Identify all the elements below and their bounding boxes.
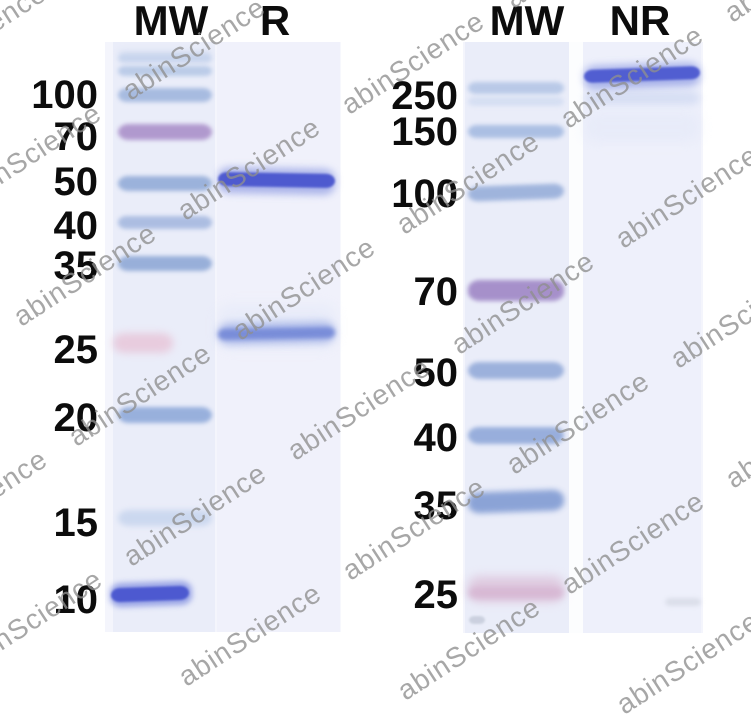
protein-band xyxy=(118,176,212,191)
protein-band xyxy=(584,112,700,142)
nr-sample-lane-strip xyxy=(583,42,701,633)
mw-marker-label: 50 xyxy=(413,351,459,395)
mw-marker-label: 10 xyxy=(53,578,99,622)
mw-marker-label: 150 xyxy=(391,110,458,154)
mw-marker-label: 40 xyxy=(413,416,459,460)
protein-band xyxy=(217,326,336,341)
watermark-text: abinScience xyxy=(719,379,751,495)
mw-ladder-lane-strip xyxy=(465,42,569,633)
mw-marker-label: 15 xyxy=(53,501,99,545)
protein-band xyxy=(469,616,485,624)
gel-photo-reduced xyxy=(105,42,341,632)
protein-band xyxy=(217,171,336,189)
lane-header-mw-left: MW xyxy=(133,0,209,44)
protein-band xyxy=(468,427,564,444)
mw-marker-label: 100 xyxy=(391,172,458,216)
mw-marker-label: 50 xyxy=(53,160,99,204)
protein-band xyxy=(118,256,212,271)
protein-band xyxy=(110,585,190,603)
protein-band xyxy=(467,489,565,514)
mw-marker-label: 250 xyxy=(391,74,458,118)
lane-header-r: R xyxy=(259,0,291,44)
protein-band xyxy=(468,587,564,599)
protein-band xyxy=(118,88,212,102)
mw-marker-label: 40 xyxy=(53,204,99,248)
protein-band xyxy=(468,97,564,106)
protein-band xyxy=(118,407,212,423)
protein-band xyxy=(118,66,212,76)
mw-marker-labels-left: 100 70 50 40 35 25 20 15 10 xyxy=(0,0,98,678)
protein-band xyxy=(584,91,700,105)
mw-marker-label: 35 xyxy=(413,484,459,528)
protein-band xyxy=(468,125,564,138)
protein-band xyxy=(118,54,212,63)
lane-header-mw-right: MW xyxy=(489,0,565,44)
gap-strip-strip xyxy=(569,42,583,633)
protein-band xyxy=(113,333,173,353)
protein-band xyxy=(665,598,701,606)
mw-marker-label: 25 xyxy=(53,328,99,372)
mw-marker-label: 70 xyxy=(53,115,99,159)
protein-band xyxy=(468,362,564,379)
protein-band xyxy=(118,124,212,140)
protein-band xyxy=(118,216,212,229)
lane-header-nr: NR xyxy=(609,0,671,44)
mw-marker-label: 25 xyxy=(413,573,459,617)
watermark-text: abinScience xyxy=(719,0,751,29)
mw-marker-labels-right: 250 150 100 70 50 40 35 25 xyxy=(340,0,458,678)
mw-marker-label: 35 xyxy=(53,244,99,288)
mw-marker-label: 20 xyxy=(53,396,99,440)
mw-marker-label: 100 xyxy=(31,73,98,117)
mw-marker-label: 70 xyxy=(413,270,459,314)
protein-band xyxy=(468,280,564,301)
gel-photo-non-reduced xyxy=(463,42,703,633)
protein-band xyxy=(468,82,564,94)
protein-band xyxy=(118,510,212,526)
